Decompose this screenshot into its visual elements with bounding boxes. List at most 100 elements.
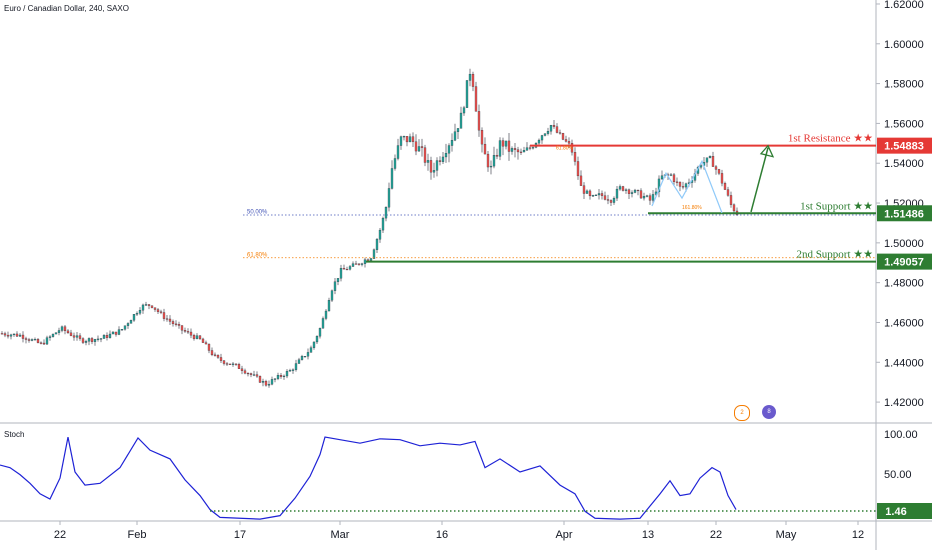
- candle-body-202: [606, 199, 610, 201]
- candle-body-181: [543, 133, 547, 136]
- candle-body-114: [342, 268, 346, 270]
- candle-body-165: [495, 155, 499, 157]
- candle-body-12: [36, 339, 40, 343]
- candle-body-7: [21, 334, 25, 339]
- candle-body-200: [600, 193, 604, 196]
- time-tick-3: Mar: [331, 529, 350, 541]
- time-tick-7: 22: [710, 529, 722, 541]
- price-pane[interactable]: [0, 68, 739, 388]
- candle-body-138: [414, 141, 418, 152]
- candle-body-197: [591, 195, 595, 197]
- candle-body-65: [195, 335, 199, 339]
- candle-body-39: [117, 329, 121, 335]
- candle-body-20: [60, 326, 64, 331]
- candle-body-89: [267, 384, 271, 386]
- candle-body-214: [642, 196, 646, 199]
- candle-body-223: [669, 174, 673, 176]
- candle-body-100: [300, 356, 304, 360]
- candle-body-146: [438, 160, 442, 162]
- candle-body-16: [48, 336, 52, 338]
- candle-body-144: [432, 170, 436, 173]
- stoch-tick-0: 100.00: [884, 429, 918, 441]
- candle-body-131: [393, 158, 397, 169]
- candle-body-115: [345, 269, 349, 271]
- candle-body-137: [411, 136, 415, 142]
- candle-body-103: [309, 347, 313, 353]
- candle-body-59: [177, 324, 181, 326]
- candle-body-208: [624, 189, 628, 191]
- time-tick-5: Apr: [555, 529, 572, 541]
- candle-body-220: [660, 175, 664, 180]
- candle-body-38: [114, 331, 118, 335]
- candle-body-3: [9, 334, 13, 337]
- candle-body-46: [138, 310, 142, 314]
- candle-body-225: [675, 181, 679, 183]
- candle-body-185: [555, 126, 559, 133]
- candle-body-161: [483, 143, 487, 155]
- candle-body-95: [285, 371, 289, 377]
- candle-body-184: [552, 125, 556, 127]
- stoch-tick-1: 50.00: [884, 469, 912, 481]
- candle-body-35: [105, 335, 109, 338]
- candle-body-19: [57, 330, 61, 333]
- candle-body-84: [252, 374, 256, 376]
- candle-body-192: [576, 161, 580, 177]
- candle-body-71: [213, 354, 217, 356]
- candle-body-160: [480, 130, 484, 145]
- candle-body-150: [450, 140, 454, 146]
- candle-body-52: [156, 309, 160, 312]
- candle-body-21: [63, 326, 67, 332]
- price-tick-2: 1.58000: [884, 79, 924, 91]
- candle-body-204: [612, 197, 616, 203]
- stoch-pane[interactable]: 1.46: [0, 436, 932, 520]
- candle-body-213: [639, 190, 643, 199]
- candle-body-104: [312, 341, 316, 348]
- candle-body-154: [462, 107, 466, 114]
- candle-body-242: [726, 189, 730, 196]
- support-1-tag-bg: [877, 205, 932, 222]
- candle-body-22: [66, 330, 70, 334]
- candle-body-88: [264, 381, 268, 386]
- candle-body-239: [717, 169, 721, 174]
- candle-body-145: [435, 160, 439, 171]
- candle-body-124: [372, 249, 376, 259]
- candle-body-176: [528, 147, 532, 149]
- news-badge[interactable]: 8: [762, 405, 776, 419]
- support-1-label: 1st Support ★★: [800, 200, 873, 212]
- candle-body-97: [291, 369, 295, 371]
- candle-body-55: [165, 318, 169, 320]
- candle-body-116: [348, 266, 352, 270]
- candle-body-180: [540, 135, 544, 141]
- candle-body-64: [192, 335, 196, 339]
- candle-body-77: [231, 363, 235, 365]
- events-badge[interactable]: 2: [734, 405, 750, 421]
- candle-body-45: [135, 313, 139, 315]
- candle-body-92: [276, 375, 280, 379]
- candle-body-107: [321, 318, 325, 329]
- candle-body-142: [426, 160, 430, 163]
- candle-body-32: [96, 338, 100, 340]
- candle-body-174: [522, 150, 526, 153]
- candle-body-81: [243, 370, 247, 374]
- candle-body-129: [387, 188, 391, 208]
- resistance-1-label: 1st Resistance ★★: [788, 133, 873, 145]
- candle-body-152: [456, 128, 460, 132]
- candle-body-48: [144, 304, 148, 306]
- resistance-1-tag-bg: [877, 137, 932, 154]
- candle-body-205: [615, 188, 619, 199]
- candle-body-63: [189, 331, 193, 336]
- candle-body-69: [207, 343, 211, 351]
- candle-body-195: [585, 190, 589, 194]
- candle-body-194: [582, 185, 586, 194]
- candle-body-49: [147, 304, 151, 306]
- candle-body-243: [729, 195, 733, 205]
- stoch-tag: 1.46: [885, 506, 906, 518]
- candle-body-235: [705, 157, 709, 163]
- candle-body-228: [684, 183, 688, 188]
- candle-body-201: [603, 195, 607, 200]
- candle-body-4: [12, 333, 16, 336]
- candle-body-130: [390, 168, 394, 189]
- candle-body-136: [408, 136, 412, 143]
- candle-body-113: [339, 268, 343, 279]
